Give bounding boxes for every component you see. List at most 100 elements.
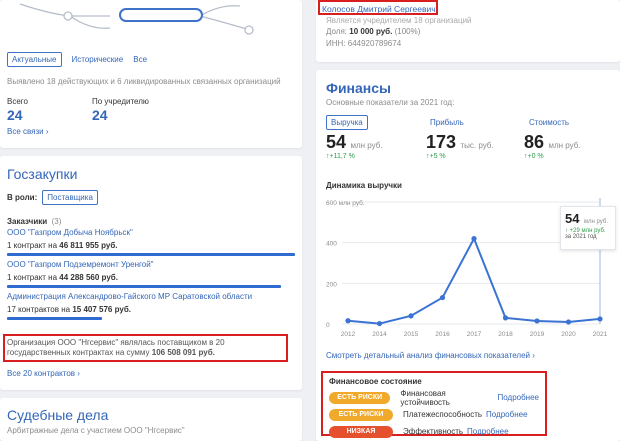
court-subtitle: Арбитражные дела с участием ООО "Нгсерви…: [7, 426, 185, 435]
total-label: Всего: [7, 97, 28, 106]
metric-unit: млн руб.: [350, 141, 383, 150]
metric-profit: 173 тыс. руб. ↑+5 %: [426, 132, 494, 160]
y-tick-label: 0: [326, 322, 330, 329]
customer-amount: 46 811 955 руб.: [59, 241, 118, 250]
data-point: [597, 316, 603, 322]
chart-title: Динамика выручки: [326, 181, 402, 190]
role-label: В роли:: [7, 193, 38, 202]
tab-historical[interactable]: Исторические: [71, 55, 124, 64]
y-tick-label: 400: [326, 241, 337, 248]
procurement-title: Госзакупки: [7, 166, 78, 182]
finance-title: Финансы: [326, 80, 391, 96]
fin-row-stability: ЕСТЬ РИСКИ Финансовая устойчивость Подро…: [329, 388, 540, 407]
metric-unit: млн руб.: [548, 141, 581, 150]
highlight-founder-name: [318, 0, 438, 15]
by-founder-label: По учредителю: [92, 97, 149, 106]
arrow-up-icon: ↑: [565, 228, 568, 234]
x-tick-label: 2016: [435, 331, 450, 338]
risk-badge: ЕСТЬ РИСКИ: [329, 391, 391, 404]
role-value[interactable]: Поставщика: [42, 190, 98, 205]
y-tick-label: 600 млн руб.: [326, 199, 365, 207]
links-graph: [19, 3, 254, 35]
founder-role: Является учредителем 18 организаций: [326, 16, 472, 25]
procurement-card: Госзакупки В роли: Поставщика Заказчики …: [0, 156, 302, 390]
metric-value-cost: 86 млн руб. ↑+0 %: [524, 132, 581, 160]
note-text: Организация ООО "Нгсервис" являлась пост…: [7, 338, 225, 357]
by-founder-value: 24: [92, 107, 108, 123]
customer-bar: [7, 285, 281, 288]
tooltip-unit: млн руб.: [583, 219, 608, 225]
finance-subtitle: Основные показатели за 2021 год:: [326, 98, 455, 107]
tab-value[interactable]: Стоимость: [529, 118, 570, 127]
detail-analysis-label: Смотреть детальный анализ финансовых пок…: [326, 351, 531, 360]
customer-amount: 44 288 560 руб.: [59, 273, 118, 282]
all-links-link[interactable]: Все связи ›: [7, 127, 49, 136]
data-point: [534, 318, 540, 324]
total-value: 24: [7, 107, 23, 123]
metric-value: 173: [426, 132, 457, 152]
x-tick-label: 2021: [593, 331, 608, 338]
details-link[interactable]: Подробнее: [497, 393, 540, 402]
customer-name[interactable]: ООО "Газпром Подземремонт Уренгой": [7, 260, 154, 269]
share-label: Доля:: [326, 27, 348, 36]
court-card: Судебные дела Арбитражные дела с участие…: [0, 398, 302, 441]
fin-row-label: Эффективность: [403, 427, 464, 436]
share-value: 10 000 руб.: [349, 27, 393, 36]
x-tick-label: 2017: [467, 331, 482, 338]
customer-bar: [7, 317, 103, 320]
x-tick-label: 2018: [498, 331, 513, 338]
low-badge: НИЗКАЯ: [329, 425, 393, 438]
data-point: [408, 313, 414, 319]
fin-row-label: Платежеспособность: [403, 410, 483, 419]
data-point: [439, 294, 446, 301]
details-link[interactable]: Подробнее: [486, 410, 528, 419]
tab-revenue[interactable]: Выручка: [326, 115, 368, 130]
data-point: [376, 320, 383, 327]
fin-row-label: Финансовая устойчивость: [400, 388, 450, 407]
customer-item: Администрация Александрово-Гайского МР С…: [7, 292, 295, 324]
chevron-right-icon: ›: [532, 351, 535, 360]
court-title: Судебные дела: [7, 407, 109, 423]
tab-actual[interactable]: Актуальные: [7, 52, 62, 67]
tooltip-delta: +29 млн руб.: [569, 228, 606, 234]
all-links-label: Все связи: [7, 127, 44, 136]
customer-bar: [7, 253, 295, 256]
metric-delta: +5 %: [429, 153, 446, 160]
series-line: [347, 236, 601, 325]
chart-tooltip: 54 млн руб. ↑ +29 млн руб. за 2021 год: [560, 206, 616, 250]
x-tick-label: 2012: [341, 331, 356, 338]
all-contracts-link[interactable]: Все 20 контрактов ›: [7, 369, 80, 378]
founder-share: Доля: 10 000 руб. (100%): [326, 27, 420, 36]
metric-unit: тыс. руб.: [460, 141, 494, 150]
customer-item: ООО "Газпром Подземремонт Уренгой" 1 кон…: [7, 260, 295, 292]
arrow-up-icon: ↑: [326, 153, 330, 160]
customers-count: (3): [51, 217, 62, 226]
links-card: Актуальные Исторические Все Выявлено 18 …: [0, 0, 302, 148]
detail-analysis-link[interactable]: Смотреть детальный анализ финансовых пок…: [326, 351, 535, 360]
fin-row-efficiency: НИЗКАЯ Эффективность Подробнее: [329, 423, 539, 440]
customers-label: Заказчики: [7, 217, 48, 226]
founder-card: Колосов Дмитрий Сергеевич Является учред…: [316, 0, 620, 62]
risk-badge: ЕСТЬ РИСКИ: [329, 408, 393, 421]
links-summary: Выявлено 18 действующих и 6 ликвидирован…: [7, 77, 281, 86]
arrow-up-icon: ↑: [524, 153, 528, 160]
metric-value: 54: [326, 132, 347, 152]
customer-name[interactable]: ООО "Газпром Добыча Ноябрьск": [7, 228, 133, 237]
metric-delta: +0 %: [527, 153, 544, 160]
data-point: [502, 315, 509, 321]
x-tick-label: 2019: [530, 331, 545, 338]
y-tick-label: 200: [326, 281, 337, 288]
customer-name[interactable]: Администрация Александрово-Гайского МР С…: [7, 292, 253, 301]
x-tick-label: 2015: [404, 331, 419, 338]
tab-all[interactable]: Все: [133, 55, 148, 64]
chevron-right-icon: ›: [77, 369, 80, 378]
customer-item: ООО "Газпром Добыча Ноябрьск" 1 контракт…: [7, 228, 295, 260]
tab-profit[interactable]: Прибыль: [430, 118, 464, 127]
metric-value: 86: [524, 132, 545, 152]
highlight-procurement-note: [3, 334, 288, 362]
founder-name[interactable]: Колосов Дмитрий Сергеевич: [322, 4, 436, 14]
fin-state-title: Финансовое состояние: [329, 377, 422, 386]
details-link[interactable]: Подробнее: [467, 427, 509, 436]
all-contracts-label: Все 20 контрактов: [7, 369, 76, 378]
fin-row-solvency: ЕСТЬ РИСКИ Платежеспособность Подробнее: [329, 406, 539, 423]
